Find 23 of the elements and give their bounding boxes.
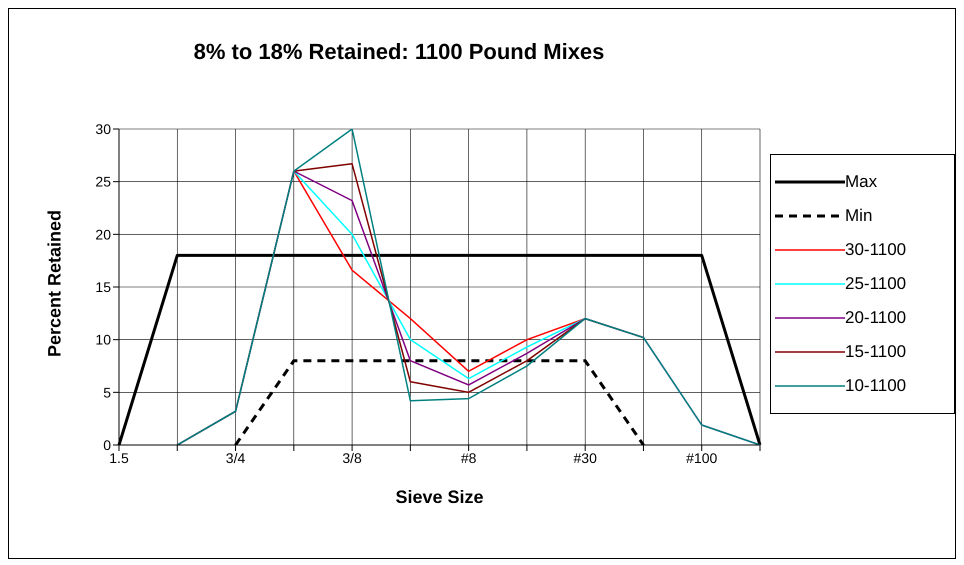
chart-title: 8% to 18% Retained: 1100 Pound Mixes	[192, 39, 606, 65]
y-tick-label: 5	[103, 384, 112, 400]
x-tick-label: #30	[574, 450, 598, 466]
x-tick-label: #100	[686, 450, 718, 466]
x-axis-title: Sieve Size	[395, 487, 484, 507]
x-tick-label: #8	[460, 450, 477, 466]
legend-label: 15-1100	[845, 342, 906, 362]
legend-label: 25-1100	[845, 274, 906, 294]
legend-label: Min	[845, 206, 872, 226]
y-axis-title: Percent Retained	[44, 210, 64, 357]
x-tick-label: 3/4	[226, 450, 246, 466]
y-tick-label: 25	[95, 174, 112, 190]
x-tick-label: 1.5	[109, 450, 129, 466]
y-tick-label: 15	[95, 278, 112, 295]
legend-label: 30-1100	[845, 240, 906, 260]
legend-label: Max	[845, 172, 878, 192]
legend-label: 20-1100	[845, 308, 906, 328]
y-tick-label: 0	[103, 436, 112, 453]
y-tick-label: 10	[95, 332, 112, 348]
legend-label: 10-1100	[845, 376, 906, 396]
x-tick-label: 3/8	[342, 450, 362, 466]
y-tick-label: 20	[95, 226, 112, 242]
y-tick-label: 30	[95, 120, 112, 137]
